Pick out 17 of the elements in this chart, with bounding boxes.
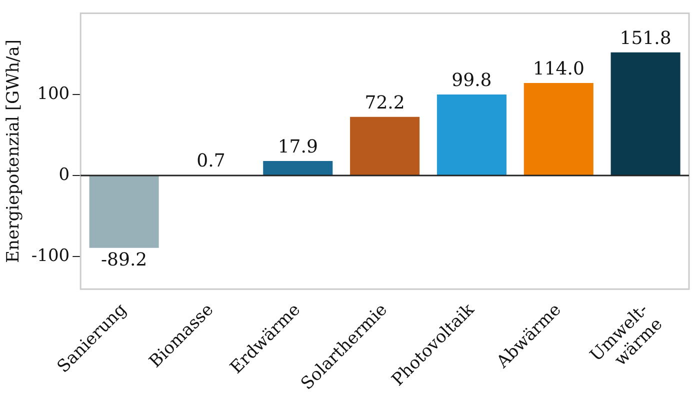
data-label: 99.8 — [452, 70, 492, 92]
bar — [610, 52, 680, 176]
bar — [89, 176, 159, 248]
bar — [524, 82, 594, 176]
data-label: 17.9 — [278, 136, 318, 158]
y-tick-label: 100 — [37, 84, 70, 104]
bar — [263, 160, 333, 176]
bar — [436, 94, 506, 176]
data-label: -89.2 — [100, 250, 148, 271]
y-tick-label: -100 — [31, 246, 70, 266]
y-tick-label: 0 — [58, 164, 70, 185]
data-label: 72.2 — [364, 92, 405, 114]
data-label: 114.0 — [532, 58, 584, 80]
y-axis-title: Energiepotenzial [GWh/a] — [4, 39, 24, 263]
data-label: 0.7 — [196, 150, 226, 172]
bar — [350, 116, 420, 176]
data-label: 151.8 — [620, 28, 672, 49]
